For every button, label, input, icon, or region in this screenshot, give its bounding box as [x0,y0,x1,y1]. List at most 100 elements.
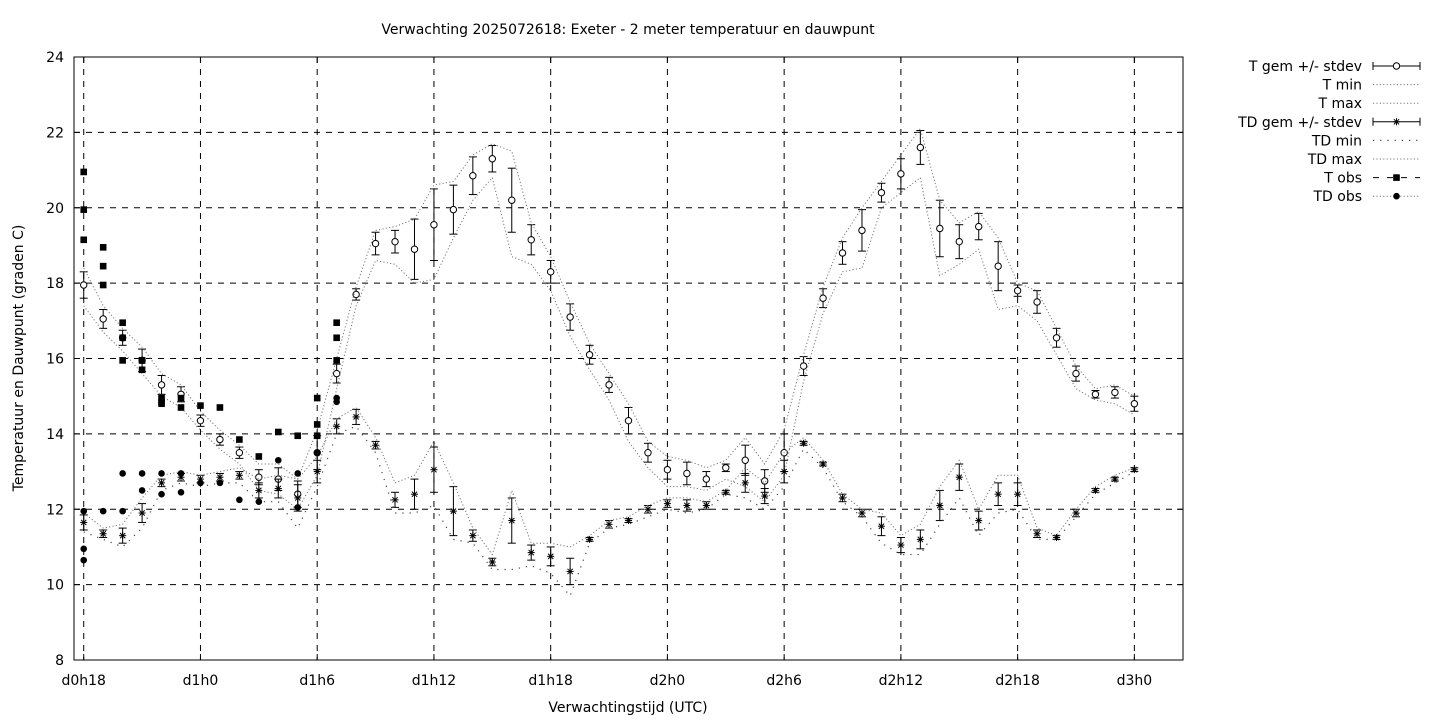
star-stroke [586,536,593,543]
star-stroke [139,510,146,516]
star-stroke [567,568,574,575]
star-marker [1130,466,1138,474]
star-marker [1014,490,1022,498]
open-circle-marker [624,416,633,425]
series-td-min [83,425,1135,598]
star-stroke [606,521,613,528]
star-stroke [392,496,399,503]
open-circle-marker [391,237,399,246]
y-tick-label: 20 [46,201,64,217]
star-marker [663,500,671,508]
legend-label: T gem +/- stdev [1248,59,1362,75]
star-stroke [450,508,457,515]
star-marker [644,505,652,513]
legend-label: TD gem +/- stdev [1237,115,1362,131]
open-circle-marker [235,449,244,457]
star-stroke [489,559,496,565]
open-circle-marker [897,170,905,178]
open-circle-marker [508,196,516,204]
y-tick-label: 8 [55,653,64,669]
star-stroke [294,494,301,501]
star-stroke [878,523,885,530]
star-stroke [1014,491,1021,498]
star-marker [235,471,243,479]
star-marker [1072,509,1080,517]
square-marker [119,319,126,326]
star-marker [158,479,166,487]
square-marker [158,398,165,406]
star-stroke [158,479,165,486]
open-circle-marker [838,249,847,257]
square-marker [255,453,263,460]
dot-marker [119,470,126,477]
star-stroke [917,536,924,543]
x-tick-label: d2h0 [650,673,686,689]
open-circle-marker [585,351,594,359]
legend-item-t-obs: T obs [1323,171,1420,187]
star-stroke [275,485,282,492]
star-marker [566,567,574,575]
square-marker [313,394,321,402]
star-marker [761,492,769,500]
open-circle-marker [819,294,827,302]
star-stroke [469,532,476,539]
dot-marker [1393,192,1400,200]
star-stroke [742,479,749,486]
star-marker [605,520,613,528]
star-stroke [995,491,1002,498]
square-marker [80,206,88,213]
star-marker [839,494,847,502]
y-axis-label: Temperatuur en Dauwpunt (graden C) [11,225,27,493]
dot-marker [138,470,146,477]
x-tick-label: d1h6 [299,673,335,689]
star-marker [352,413,360,421]
x-tick-label: d1h18 [528,673,572,689]
star-marker [955,473,963,481]
series-t-max [83,127,1135,480]
open-circle-marker [799,362,808,370]
star-stroke [119,532,126,539]
square-marker [236,436,243,443]
legend-item-td-obs: TD obs [1312,189,1420,205]
open-circle-marker [527,236,535,244]
square-marker [313,421,321,428]
dot-marker [80,507,88,515]
star-stroke [216,474,223,481]
dot-marker [333,398,340,406]
star-stroke [800,440,807,447]
star-marker [430,466,438,474]
legend-item-t-gem-stdev: T gem +/- stdev [1248,59,1421,75]
star-marker [780,468,788,476]
star-stroke [975,517,982,524]
plot-frame [73,56,1184,661]
star-stroke [333,423,340,430]
y-tick-label: 10 [46,578,64,594]
square-marker [80,236,88,244]
square-marker [333,334,340,342]
star-marker [294,494,302,502]
star-marker [216,473,224,481]
open-circle-marker [1091,390,1100,399]
legend-item-td-max: TD max [1307,152,1420,168]
star-marker [936,501,944,509]
legend-label: TD obs [1312,189,1362,205]
star-marker [469,532,477,540]
square-marker [138,357,146,364]
square-marker [1393,174,1400,181]
legend-item-t-min: T min [1322,78,1420,94]
x-tick-label: d2h12 [879,673,923,689]
square-marker [99,281,107,289]
star-marker [313,468,321,476]
star-marker [508,517,516,525]
square-marker [294,432,302,440]
square-marker [99,244,107,251]
y-tick-label: 12 [46,502,64,518]
star-stroke [781,468,788,475]
grid-layer [74,57,1183,660]
x-tick-label: d1h0 [183,673,219,689]
open-circle-marker [722,464,730,472]
star-marker [488,558,496,566]
dot-marker [177,470,185,477]
series-layer [79,127,1139,598]
